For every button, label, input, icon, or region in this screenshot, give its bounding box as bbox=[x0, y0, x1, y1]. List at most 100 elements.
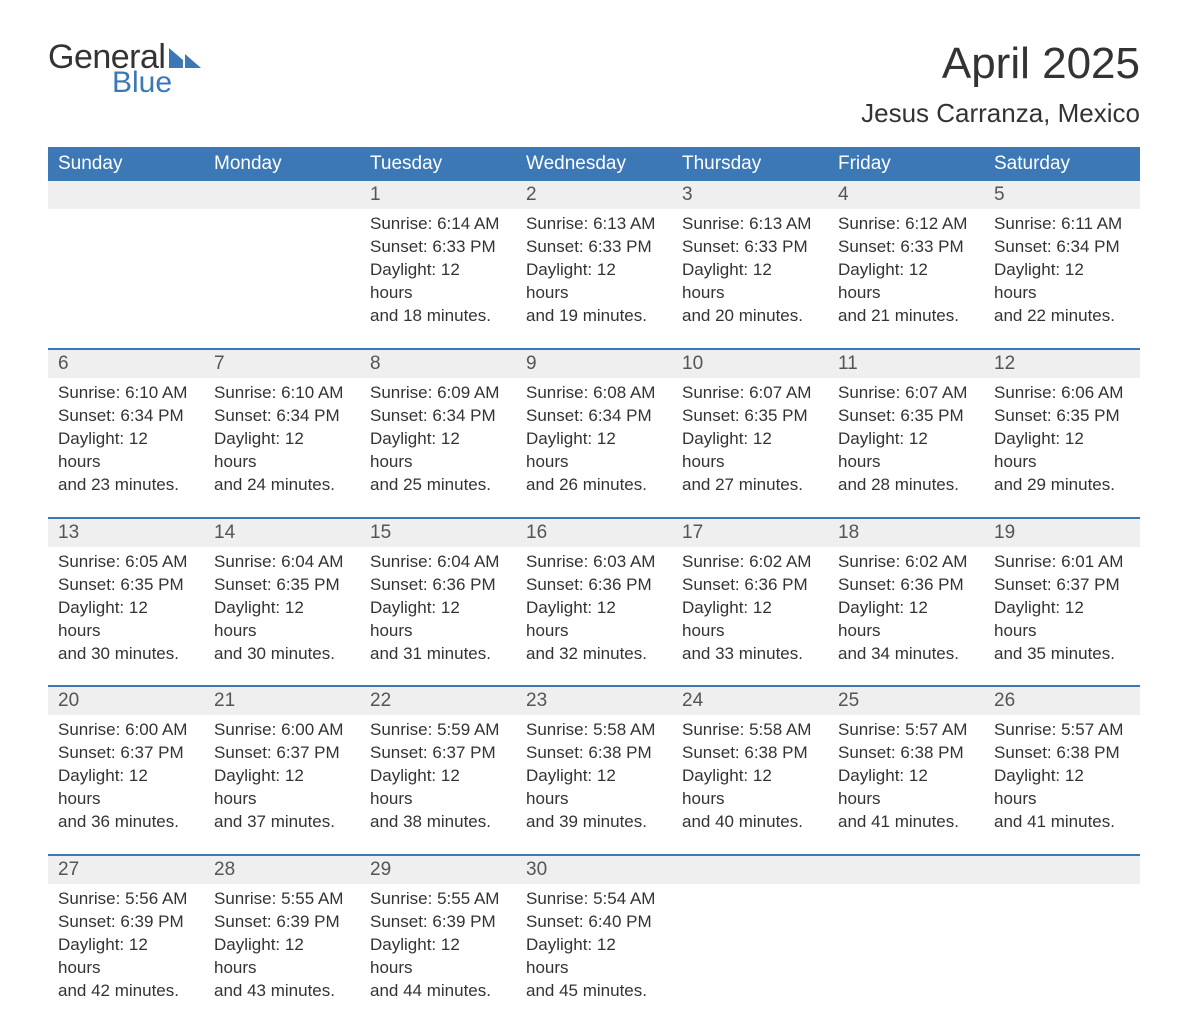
day-cell: Sunrise: 5:57 AMSunset: 6:38 PMDaylight:… bbox=[984, 715, 1140, 855]
day-number: 17 bbox=[672, 518, 828, 547]
day-cell: Sunrise: 6:11 AMSunset: 6:34 PMDaylight:… bbox=[984, 209, 1140, 349]
location-subtitle: Jesus Carranza, Mexico bbox=[861, 98, 1140, 129]
day-number-row: 13141516171819 bbox=[48, 518, 1140, 547]
sunrise-line: Sunrise: 6:00 AM bbox=[214, 719, 350, 742]
day-cell: Sunrise: 6:13 AMSunset: 6:33 PMDaylight:… bbox=[516, 209, 672, 349]
day-number: 26 bbox=[984, 686, 1140, 715]
weekday-header-row: Sunday Monday Tuesday Wednesday Thursday… bbox=[48, 147, 1140, 181]
daylight-line-1: Daylight: 12 hours bbox=[526, 428, 662, 474]
sunset-line: Sunset: 6:36 PM bbox=[526, 574, 662, 597]
daylight-line-1: Daylight: 12 hours bbox=[994, 259, 1130, 305]
sunrise-line: Sunrise: 6:12 AM bbox=[838, 213, 974, 236]
sunrise-line: Sunrise: 6:13 AM bbox=[526, 213, 662, 236]
daylight-line-1: Daylight: 12 hours bbox=[370, 428, 506, 474]
day-number: 22 bbox=[360, 686, 516, 715]
day-cell: Sunrise: 5:55 AMSunset: 6:39 PMDaylight:… bbox=[360, 884, 516, 1023]
sunset-line: Sunset: 6:35 PM bbox=[994, 405, 1130, 428]
day-number: 1 bbox=[360, 181, 516, 209]
daylight-line-2: and 20 minutes. bbox=[682, 305, 818, 328]
daylight-line-1: Daylight: 12 hours bbox=[682, 765, 818, 811]
sunset-line: Sunset: 6:33 PM bbox=[526, 236, 662, 259]
weekday-header: Sunday bbox=[48, 147, 204, 181]
empty-day-body bbox=[984, 884, 1140, 1023]
day-number: 14 bbox=[204, 518, 360, 547]
sunrise-line: Sunrise: 5:57 AM bbox=[994, 719, 1130, 742]
day-number: 4 bbox=[828, 181, 984, 209]
daylight-line-2: and 26 minutes. bbox=[526, 474, 662, 497]
sunset-line: Sunset: 6:38 PM bbox=[682, 742, 818, 765]
weekday-header: Saturday bbox=[984, 147, 1140, 181]
daylight-line-2: and 19 minutes. bbox=[526, 305, 662, 328]
day-number: 16 bbox=[516, 518, 672, 547]
weekday-header: Thursday bbox=[672, 147, 828, 181]
day-cell: Sunrise: 5:54 AMSunset: 6:40 PMDaylight:… bbox=[516, 884, 672, 1023]
daylight-line-2: and 37 minutes. bbox=[214, 811, 350, 834]
calendar-table: Sunday Monday Tuesday Wednesday Thursday… bbox=[48, 147, 1140, 1022]
sunset-line: Sunset: 6:35 PM bbox=[682, 405, 818, 428]
daylight-line-2: and 41 minutes. bbox=[838, 811, 974, 834]
daylight-line-2: and 18 minutes. bbox=[370, 305, 506, 328]
day-cell: Sunrise: 6:00 AMSunset: 6:37 PMDaylight:… bbox=[204, 715, 360, 855]
sunrise-line: Sunrise: 6:06 AM bbox=[994, 382, 1130, 405]
day-number: 10 bbox=[672, 349, 828, 378]
calendar-page: General Blue April 2025 Jesus Carranza, … bbox=[0, 0, 1188, 1023]
empty-day-body bbox=[828, 884, 984, 1023]
daylight-line-1: Daylight: 12 hours bbox=[682, 428, 818, 474]
day-cell: Sunrise: 5:59 AMSunset: 6:37 PMDaylight:… bbox=[360, 715, 516, 855]
day-number: 9 bbox=[516, 349, 672, 378]
sunset-line: Sunset: 6:35 PM bbox=[838, 405, 974, 428]
sunrise-line: Sunrise: 6:02 AM bbox=[838, 551, 974, 574]
sunrise-line: Sunrise: 6:07 AM bbox=[682, 382, 818, 405]
daylight-line-2: and 44 minutes. bbox=[370, 980, 506, 1003]
day-number: 8 bbox=[360, 349, 516, 378]
sunset-line: Sunset: 6:37 PM bbox=[214, 742, 350, 765]
sunset-line: Sunset: 6:36 PM bbox=[838, 574, 974, 597]
daylight-line-1: Daylight: 12 hours bbox=[994, 428, 1130, 474]
day-cell: Sunrise: 6:05 AMSunset: 6:35 PMDaylight:… bbox=[48, 547, 204, 687]
day-number: 23 bbox=[516, 686, 672, 715]
daylight-line-1: Daylight: 12 hours bbox=[214, 597, 350, 643]
daylight-line-2: and 27 minutes. bbox=[682, 474, 818, 497]
sunset-line: Sunset: 6:38 PM bbox=[526, 742, 662, 765]
logo: General Blue bbox=[48, 40, 201, 98]
day-cell: Sunrise: 6:02 AMSunset: 6:36 PMDaylight:… bbox=[672, 547, 828, 687]
header: General Blue April 2025 Jesus Carranza, … bbox=[48, 40, 1140, 129]
sunrise-line: Sunrise: 6:05 AM bbox=[58, 551, 194, 574]
day-number: 6 bbox=[48, 349, 204, 378]
day-number: 29 bbox=[360, 855, 516, 884]
empty-day-number bbox=[828, 855, 984, 884]
sunrise-line: Sunrise: 5:55 AM bbox=[214, 888, 350, 911]
day-cell: Sunrise: 6:06 AMSunset: 6:35 PMDaylight:… bbox=[984, 378, 1140, 518]
weekday-header: Tuesday bbox=[360, 147, 516, 181]
sunset-line: Sunset: 6:39 PM bbox=[214, 911, 350, 934]
day-number: 15 bbox=[360, 518, 516, 547]
day-cell: Sunrise: 5:55 AMSunset: 6:39 PMDaylight:… bbox=[204, 884, 360, 1023]
day-number: 30 bbox=[516, 855, 672, 884]
daylight-line-2: and 30 minutes. bbox=[214, 643, 350, 666]
daylight-line-1: Daylight: 12 hours bbox=[994, 765, 1130, 811]
sunset-line: Sunset: 6:40 PM bbox=[526, 911, 662, 934]
daylight-line-2: and 25 minutes. bbox=[370, 474, 506, 497]
daylight-line-2: and 42 minutes. bbox=[58, 980, 194, 1003]
daylight-line-2: and 39 minutes. bbox=[526, 811, 662, 834]
daylight-line-1: Daylight: 12 hours bbox=[526, 597, 662, 643]
day-number-row: 6789101112 bbox=[48, 349, 1140, 378]
daylight-line-1: Daylight: 12 hours bbox=[838, 765, 974, 811]
daylight-line-2: and 28 minutes. bbox=[838, 474, 974, 497]
daylight-line-2: and 22 minutes. bbox=[994, 305, 1130, 328]
daylight-line-2: and 31 minutes. bbox=[370, 643, 506, 666]
sunrise-line: Sunrise: 5:58 AM bbox=[682, 719, 818, 742]
empty-day-body bbox=[672, 884, 828, 1023]
sunrise-line: Sunrise: 6:10 AM bbox=[58, 382, 194, 405]
daylight-line-2: and 30 minutes. bbox=[58, 643, 194, 666]
daylight-line-2: and 35 minutes. bbox=[994, 643, 1130, 666]
sunrise-line: Sunrise: 6:04 AM bbox=[370, 551, 506, 574]
sunset-line: Sunset: 6:36 PM bbox=[682, 574, 818, 597]
daylight-line-1: Daylight: 12 hours bbox=[58, 597, 194, 643]
daylight-line-2: and 38 minutes. bbox=[370, 811, 506, 834]
sunset-line: Sunset: 6:38 PM bbox=[994, 742, 1130, 765]
day-number-row: 20212223242526 bbox=[48, 686, 1140, 715]
day-number: 24 bbox=[672, 686, 828, 715]
day-number: 19 bbox=[984, 518, 1140, 547]
day-cell: Sunrise: 6:09 AMSunset: 6:34 PMDaylight:… bbox=[360, 378, 516, 518]
